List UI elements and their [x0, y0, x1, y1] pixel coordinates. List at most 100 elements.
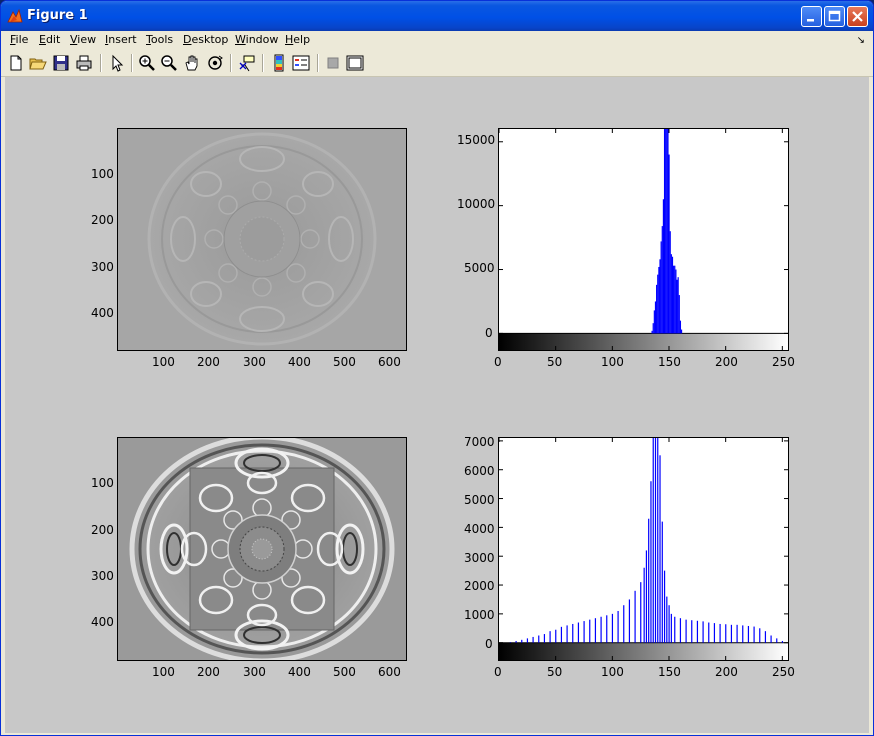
histogram-bar: [659, 455, 661, 643]
colorbar-icon[interactable]: [269, 53, 289, 73]
histogram-bar: [643, 567, 645, 643]
tick-label: 100: [91, 167, 114, 181]
menu-insert[interactable]: Insert: [105, 33, 137, 46]
histogram-bar: [521, 639, 523, 643]
tick-label: 300: [91, 569, 114, 583]
legend-icon[interactable]: [291, 53, 311, 73]
rotate-3d-icon[interactable]: [205, 53, 225, 73]
tick-label: 100: [152, 665, 175, 679]
histogram-bar: [640, 582, 642, 643]
tick-label: 50: [547, 355, 563, 369]
toolbar-separator: [317, 54, 319, 72]
tick-label: 4000: [464, 522, 495, 536]
figure-toolbar: [1, 50, 873, 77]
tick-label: 200: [715, 355, 738, 369]
histogram-bar: [685, 619, 687, 643]
histogram-bar: [650, 481, 652, 643]
data-cursor-icon[interactable]: [237, 53, 257, 73]
histogram-bar: [673, 265, 675, 334]
title-bar[interactable]: Figure 1: [1, 1, 873, 31]
menu-file[interactable]: File: [10, 33, 29, 46]
menu-edit[interactable]: Edit: [39, 33, 61, 46]
histogram-axes-bottom[interactable]: [498, 437, 789, 661]
histogram-bar: [725, 624, 727, 643]
window-title: Figure 1: [27, 8, 88, 23]
tick-label: 250: [772, 355, 795, 369]
close-button[interactable]: [847, 6, 868, 27]
histogram-bar: [589, 619, 591, 643]
histogram-bar: [747, 625, 750, 643]
histogram-bar: [661, 226, 663, 334]
tick-label: 100: [601, 355, 624, 369]
tick-label: 300: [243, 355, 266, 369]
tick-label: 500: [333, 355, 356, 369]
tick-label: 2000: [464, 579, 495, 593]
tick-label: 7000: [464, 435, 495, 449]
tick-label: 6000: [464, 464, 495, 478]
minimize-button[interactable]: [801, 6, 822, 27]
pan-icon[interactable]: [182, 53, 202, 73]
tick-label: 400: [288, 665, 311, 679]
tick-label: 5000: [464, 493, 495, 507]
histogram-bar: [653, 310, 655, 334]
histogram-bar: [759, 628, 761, 643]
histogram-bar: [606, 615, 608, 643]
tick-label: 5000: [464, 261, 495, 275]
histogram-bar: [651, 330, 653, 334]
histogram-bar: [583, 621, 585, 643]
maximize-button[interactable]: [824, 6, 845, 27]
menu-tools[interactable]: Tools: [146, 33, 174, 46]
print-icon[interactable]: [74, 53, 94, 73]
tick-label: 10000: [457, 197, 496, 211]
zoom-in-icon[interactable]: [137, 53, 157, 73]
histogram-bar: [657, 438, 659, 643]
histogram-bar: [526, 638, 529, 643]
tick-label: 300: [91, 260, 114, 274]
open-file-icon[interactable]: [28, 53, 48, 73]
tick-label: 0: [494, 355, 502, 369]
histogram-bar: [676, 279, 678, 334]
menu-help[interactable]: Help: [285, 33, 311, 46]
zoom-out-icon[interactable]: [159, 53, 179, 73]
menu-window[interactable]: Window: [235, 33, 279, 46]
histogram-axes-top[interactable]: [498, 128, 789, 351]
histogram-bar: [617, 610, 619, 643]
histogram-bar: [549, 631, 551, 643]
filtered-image-top: [118, 129, 406, 350]
histogram-bar: [560, 626, 563, 643]
histogram-bar: [671, 256, 674, 334]
histogram-bar: [628, 599, 631, 643]
image-axes-top[interactable]: [117, 128, 407, 351]
tick-label: 400: [91, 615, 114, 629]
dock-arrow-icon[interactable]: ↘: [856, 35, 865, 46]
histogram-bar: [675, 269, 677, 334]
histogram-bar: [645, 550, 648, 643]
histogram-bar: [594, 618, 597, 643]
histogram-bar: [668, 154, 670, 334]
histogram-bar: [679, 618, 682, 643]
histogram-bar: [509, 642, 512, 643]
tick-label: 15000: [457, 133, 496, 147]
histogram-plot-bottom: [498, 438, 788, 660]
tick-label: 200: [197, 665, 220, 679]
histogram-bar: [776, 638, 778, 643]
histogram-bar: [648, 518, 650, 643]
histogram-bar: [679, 320, 682, 334]
hide-plot-tools-icon[interactable]: [323, 53, 343, 73]
menu-desktop[interactable]: Desktop: [183, 33, 229, 46]
save-icon[interactable]: [51, 53, 71, 73]
menu-view[interactable]: View: [70, 33, 97, 46]
new-figure-icon[interactable]: [6, 53, 26, 73]
histogram-bar: [657, 274, 659, 334]
image-axes-bottom[interactable]: [117, 437, 407, 661]
tick-label: 50: [547, 665, 563, 679]
histogram-bar: [667, 129, 669, 334]
toolbar-separator: [131, 54, 133, 72]
histogram-bar: [662, 199, 665, 334]
show-plot-tools-icon[interactable]: [345, 53, 365, 73]
histogram-bar: [764, 631, 767, 643]
edit-plot-icon[interactable]: [107, 53, 127, 73]
histogram-bar: [713, 623, 716, 643]
histogram-bar: [543, 634, 546, 643]
histogram-bar: [666, 129, 668, 334]
